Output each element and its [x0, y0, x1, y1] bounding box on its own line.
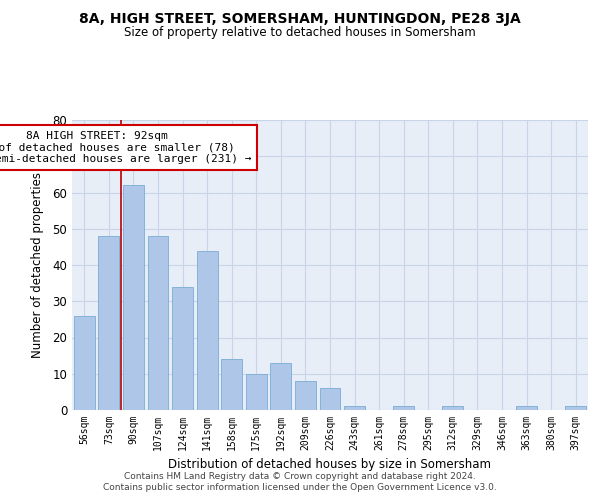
- Bar: [148, 236, 169, 410]
- Bar: [197, 250, 218, 410]
- Bar: [442, 406, 463, 410]
- Text: Size of property relative to detached houses in Somersham: Size of property relative to detached ho…: [124, 26, 476, 39]
- Bar: [123, 185, 144, 410]
- Text: Contains HM Land Registry data © Crown copyright and database right 2024.: Contains HM Land Registry data © Crown c…: [124, 472, 476, 481]
- Bar: [271, 363, 292, 410]
- Bar: [320, 388, 340, 410]
- Bar: [246, 374, 267, 410]
- Bar: [393, 406, 414, 410]
- Text: Contains public sector information licensed under the Open Government Licence v3: Contains public sector information licen…: [103, 484, 497, 492]
- Y-axis label: Number of detached properties: Number of detached properties: [31, 172, 44, 358]
- Bar: [344, 406, 365, 410]
- Bar: [221, 359, 242, 410]
- Bar: [74, 316, 95, 410]
- Bar: [295, 381, 316, 410]
- Bar: [172, 287, 193, 410]
- Text: 8A HIGH STREET: 92sqm
← 25% of detached houses are smaller (78)
73% of semi-deta: 8A HIGH STREET: 92sqm ← 25% of detached …: [0, 131, 252, 164]
- X-axis label: Distribution of detached houses by size in Somersham: Distribution of detached houses by size …: [169, 458, 491, 471]
- Text: 8A, HIGH STREET, SOMERSHAM, HUNTINGDON, PE28 3JA: 8A, HIGH STREET, SOMERSHAM, HUNTINGDON, …: [79, 12, 521, 26]
- Bar: [98, 236, 119, 410]
- Bar: [516, 406, 537, 410]
- Bar: [565, 406, 586, 410]
